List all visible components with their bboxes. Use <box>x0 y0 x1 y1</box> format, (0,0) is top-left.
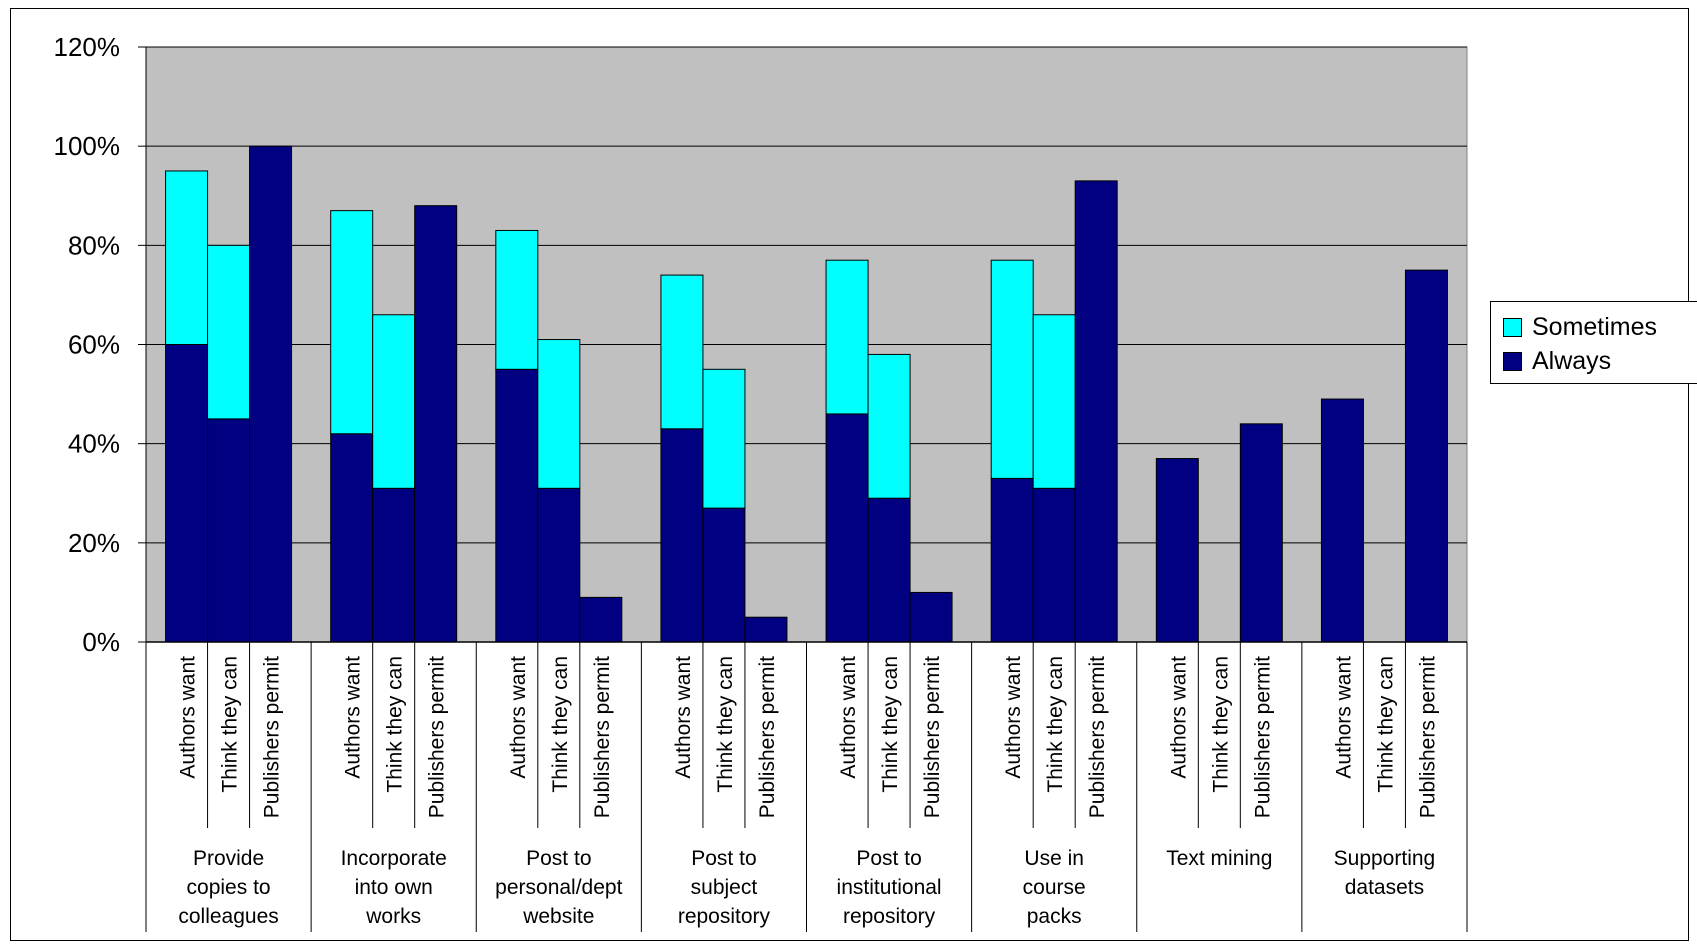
x-subcategory-label: Think they can <box>549 656 572 793</box>
legend-item-sometimes: Sometimes <box>1503 312 1657 342</box>
y-tick-label: 80% <box>68 230 120 260</box>
x-group-label: institutional <box>837 876 942 899</box>
x-subcategory-label: Publishers permit <box>261 656 284 818</box>
y-tick-label: 40% <box>68 429 120 459</box>
x-subcategory-label: Authors want <box>1167 656 1190 779</box>
y-tick-label: 20% <box>68 528 120 558</box>
bar-always <box>1155 458 1199 643</box>
x-subcategory-label: Authors want <box>507 656 530 779</box>
bar-sometimes <box>372 314 416 489</box>
legend-swatch-sometimes <box>1503 317 1522 337</box>
x-group-label: website <box>522 905 594 928</box>
bar-always <box>207 418 251 643</box>
x-group-label: Text mining <box>1166 847 1272 870</box>
bar-always <box>1239 423 1283 643</box>
x-group-label: works <box>365 905 421 928</box>
y-tick-label: 60% <box>68 330 120 360</box>
bar-always <box>867 497 911 643</box>
bar-always <box>660 428 704 643</box>
x-subcategory-label: Think they can <box>219 656 242 793</box>
x-subcategory-label: Publishers permit <box>1086 656 1109 818</box>
x-subcategory-label: Authors want <box>1002 656 1025 779</box>
bar-always <box>909 591 953 643</box>
bar-always <box>1320 398 1364 643</box>
x-group-label: Post to <box>526 847 591 870</box>
x-group-label: personal/dept <box>495 876 622 899</box>
bar-always <box>825 413 869 643</box>
x-subcategory-label: Think they can <box>1044 656 1067 793</box>
x-subcategory-label: Publishers permit <box>1416 656 1439 818</box>
bar-always <box>249 145 293 643</box>
x-subcategory-label: Authors want <box>342 656 365 779</box>
bar-sometimes <box>990 259 1034 479</box>
x-subcategory-label: Think they can <box>714 656 737 793</box>
x-subcategory-label: Authors want <box>837 656 860 779</box>
x-group-label: Provide <box>193 847 264 870</box>
x-group-label: packs <box>1027 905 1082 928</box>
x-subcategory-label: Publishers permit <box>591 656 614 818</box>
bar-sometimes <box>660 274 704 430</box>
bar-sometimes <box>825 259 869 415</box>
bar-always <box>495 368 539 643</box>
bar-always <box>414 205 458 643</box>
x-subcategory-label: Think they can <box>1374 656 1397 793</box>
x-subcategory-label: Authors want <box>1332 656 1355 779</box>
legend-swatch-always <box>1503 351 1522 371</box>
bar-sometimes <box>165 170 209 345</box>
x-group-label: subject <box>691 876 758 899</box>
y-tick-label: 100% <box>54 131 121 161</box>
x-subcategory-label: Think they can <box>879 656 902 793</box>
bar-always <box>579 596 623 643</box>
x-group-label: Incorporate <box>341 847 447 870</box>
bar-always <box>537 487 581 643</box>
x-subcategory-label: Publishers permit <box>426 656 449 818</box>
x-group-label: Post to <box>856 847 921 870</box>
x-subcategory-label: Publishers permit <box>921 656 944 818</box>
bar-always <box>1032 487 1076 643</box>
bar-sometimes <box>867 353 911 499</box>
legend: Sometimes Always <box>1490 301 1697 384</box>
legend-label-always: Always <box>1532 346 1612 375</box>
x-group-label: repository <box>678 905 771 928</box>
x-group-label: Post to <box>691 847 756 870</box>
bar-always <box>990 477 1034 643</box>
x-group-label: course <box>1023 876 1086 899</box>
bar-always <box>744 616 788 643</box>
bar-sometimes <box>1032 314 1076 489</box>
y-tick-label: 120% <box>54 32 121 62</box>
x-group-label: into own <box>355 876 433 899</box>
bar-always <box>165 344 209 643</box>
x-subcategory-label: Think they can <box>1209 656 1232 793</box>
bar-always <box>330 433 374 643</box>
bar-sometimes <box>207 244 251 420</box>
bar-always <box>1074 180 1118 643</box>
bar-sometimes <box>330 210 374 435</box>
y-tick-label: 0% <box>82 627 120 657</box>
x-group-label: Use in <box>1024 847 1084 870</box>
bar-always <box>702 507 746 643</box>
x-group-label: datasets <box>1345 876 1424 899</box>
bar-sometimes <box>537 339 581 489</box>
bar-always <box>1404 269 1448 643</box>
legend-label-sometimes: Sometimes <box>1532 312 1658 341</box>
x-subcategory-label: Authors want <box>177 656 200 779</box>
x-subcategory-label: Publishers permit <box>1251 656 1274 818</box>
x-group-label: colleagues <box>178 905 278 928</box>
bar-sometimes <box>495 229 539 370</box>
bar-sometimes <box>702 368 746 509</box>
x-group-label: copies to <box>187 876 271 899</box>
legend-item-always: Always <box>1503 346 1611 376</box>
x-subcategory-label: Think they can <box>384 656 407 793</box>
x-group-label: Supporting <box>1334 847 1436 870</box>
x-subcategory-label: Authors want <box>672 656 695 779</box>
bar-always <box>372 487 416 643</box>
x-group-label: repository <box>843 905 936 928</box>
x-subcategory-label: Publishers permit <box>756 656 779 818</box>
